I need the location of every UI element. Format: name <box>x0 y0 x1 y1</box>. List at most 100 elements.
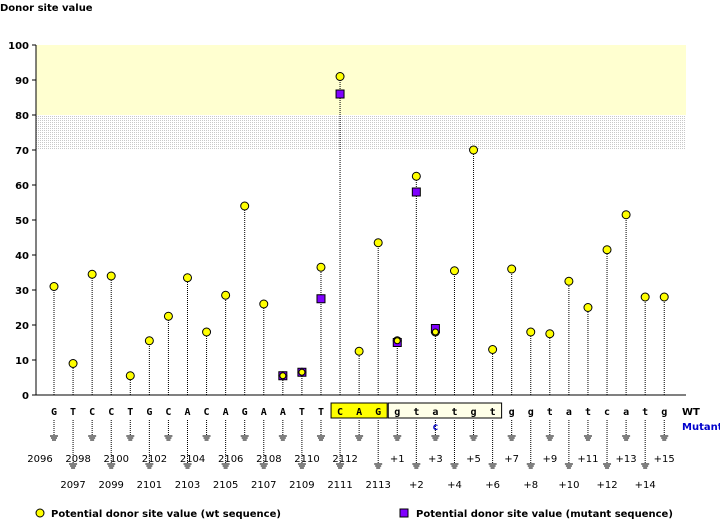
wt-base: C <box>204 407 210 418</box>
wt-base: T <box>318 407 324 418</box>
wt-point <box>659 292 669 302</box>
position-label: +15 <box>654 454 675 465</box>
wt-base: a <box>566 407 572 418</box>
wt-base: t <box>642 407 648 418</box>
legend-wt-label: Potential donor site value (wt sequence) <box>51 509 281 520</box>
y-tick-label: 70 <box>15 146 29 157</box>
wt-base: g <box>528 407 534 418</box>
position-label: 2099 <box>98 480 123 491</box>
wt-point-overlay <box>393 337 401 345</box>
wt-point <box>488 345 498 354</box>
position-label: 2103 <box>175 480 200 491</box>
wt-base: t <box>413 407 419 418</box>
position-label: +11 <box>577 454 598 465</box>
wt-base: C <box>89 407 95 418</box>
wt-base: G <box>375 407 381 418</box>
wt-base: T <box>70 407 76 418</box>
position-label: +6 <box>485 480 500 491</box>
position-label: 2104 <box>180 454 205 465</box>
wt-point <box>316 262 326 272</box>
legend-mutant-label: Potential donor site value (mutant seque… <box>416 509 673 520</box>
wt-point <box>259 299 269 309</box>
wt-point <box>335 72 345 81</box>
position-label: 2112 <box>332 454 357 465</box>
position-label: 2113 <box>365 480 390 491</box>
wt-point <box>526 327 536 337</box>
wt-point <box>49 282 59 291</box>
wt-point <box>564 276 574 286</box>
wt-point <box>602 245 612 255</box>
exon-box <box>330 402 388 419</box>
wt-row-label: WT <box>682 407 700 418</box>
position-label: 2101 <box>137 480 162 491</box>
wt-point <box>354 346 364 356</box>
wt-point <box>507 264 517 274</box>
wt-point <box>106 271 116 281</box>
wt-point-overlay <box>298 368 306 376</box>
y-tick-label: 80 <box>15 111 29 122</box>
wt-base: A <box>184 407 190 418</box>
wt-point-overlay <box>431 328 439 336</box>
wt-base: T <box>127 407 133 418</box>
wt-point-overlay <box>279 372 287 380</box>
wt-base: t <box>547 407 553 418</box>
wt-base: C <box>337 407 343 418</box>
y-tick-label: 60 <box>15 181 29 192</box>
legend-mutant-marker <box>399 508 409 518</box>
wt-base: G <box>146 407 152 418</box>
wt-base: T <box>299 407 305 418</box>
position-label: +4 <box>447 480 462 491</box>
position-label: 2097 <box>60 480 85 491</box>
wt-base: C <box>165 407 171 418</box>
position-label: +3 <box>428 454 443 465</box>
y-tick-label: 20 <box>15 321 29 332</box>
chart-title: Donor site value <box>0 3 93 14</box>
wt-base: a <box>432 407 438 418</box>
legend-wt-marker <box>35 508 45 518</box>
position-label: 2110 <box>294 454 319 465</box>
mutant-point <box>316 294 326 304</box>
wt-base: t <box>585 407 591 418</box>
position-label: 2111 <box>327 480 352 491</box>
wt-point <box>68 359 78 368</box>
position-label: 2107 <box>251 480 276 491</box>
wt-point <box>469 145 479 155</box>
wt-point <box>182 273 192 283</box>
wt-base: a <box>623 407 629 418</box>
position-label: 2102 <box>142 454 167 465</box>
position-label: 2100 <box>104 454 129 465</box>
y-tick-label: 10 <box>15 356 29 367</box>
position-label: 2105 <box>213 480 238 491</box>
wt-base: g <box>509 407 515 418</box>
wt-point <box>125 371 135 381</box>
y-tick-label: 50 <box>15 216 29 227</box>
position-label: +7 <box>504 454 519 465</box>
wt-point <box>373 238 383 248</box>
wt-base: A <box>223 407 229 418</box>
mutant-point <box>411 187 421 197</box>
wt-point <box>163 311 173 321</box>
position-label: +9 <box>542 454 557 465</box>
position-label: +10 <box>558 480 579 491</box>
wt-base: A <box>280 407 286 418</box>
position-label: +2 <box>409 480 424 491</box>
wt-base: A <box>356 407 362 418</box>
wt-point <box>449 266 459 276</box>
wt-base: G <box>242 407 248 418</box>
wt-base: A <box>261 407 267 418</box>
position-label: 2098 <box>65 454 90 465</box>
wt-base: c <box>604 407 610 418</box>
y-tick-label: 90 <box>15 76 29 87</box>
wt-point <box>202 327 212 337</box>
wt-point <box>144 336 154 346</box>
wt-point <box>583 303 593 312</box>
wt-point <box>411 171 421 181</box>
position-label: +13 <box>616 454 637 465</box>
wt-base: G <box>51 407 57 418</box>
position-label: +8 <box>523 480 538 491</box>
wt-point <box>640 292 650 302</box>
position-label: +1 <box>390 454 405 465</box>
y-tick-label: 100 <box>8 41 29 52</box>
position-label: 2106 <box>218 454 243 465</box>
